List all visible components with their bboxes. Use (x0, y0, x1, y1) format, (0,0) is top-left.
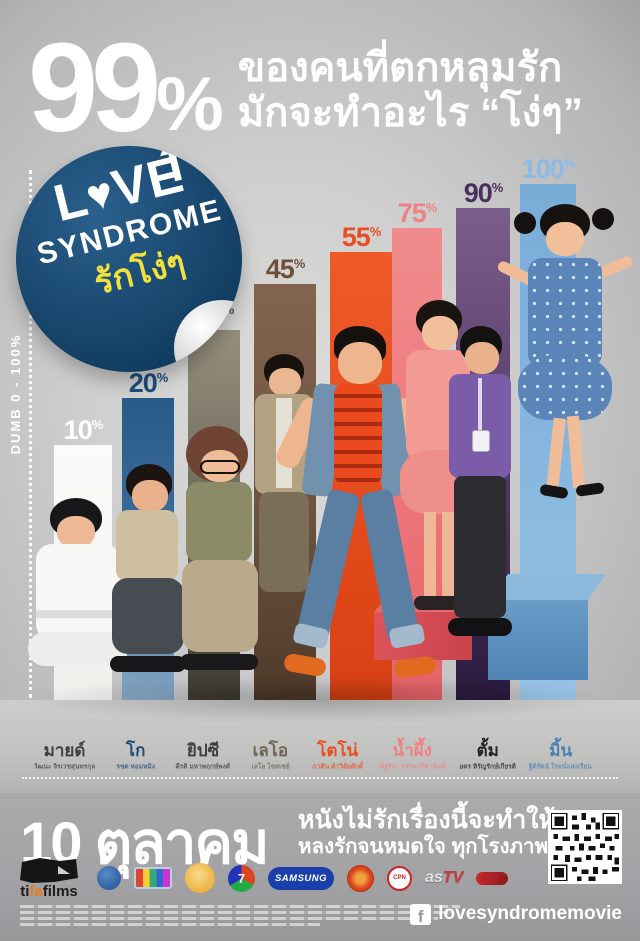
leo-face (269, 368, 301, 396)
billing-credits-text (20, 905, 462, 929)
leo-pants (259, 492, 309, 592)
sponsor-channel7-logo: 7 (228, 864, 255, 892)
sponsor-sun-logo (185, 863, 215, 893)
person-gypsy (172, 426, 268, 702)
mind-gi (36, 544, 120, 640)
sponsor-red-logo (476, 871, 509, 885)
axis-label: DUMB 0 - 100% (8, 333, 23, 455)
tono-jeans-left (295, 488, 361, 644)
min-pigtail-left (514, 212, 536, 234)
headline: 99 % ของคนที่ตกหลุมรัก มักจะทำอะไร “โง่ๆ… (28, 17, 583, 158)
tum-shoes (448, 618, 512, 636)
sponsor-filmstrip-logo (134, 867, 172, 889)
gypsy-shoes (180, 654, 258, 670)
tum-lanyard (478, 378, 482, 432)
dotted-separator (22, 777, 618, 779)
axis-dotted-line (29, 170, 32, 698)
cast-min: มิ้น ฐิติรัตน์ โรจน์แสงเรียน (529, 741, 593, 770)
mind-belt (36, 610, 120, 618)
go-shirt (116, 510, 178, 582)
numphueng-leg-right (442, 512, 454, 598)
qr-code (548, 810, 622, 884)
bar-label-45: 45% (265, 254, 306, 284)
bar-label-90: 90% (463, 178, 504, 208)
tum-pants (454, 476, 506, 618)
tono-face (338, 342, 382, 384)
blue-cube-top (488, 574, 606, 600)
sponsor-row: tifafilms 7 SAMSUNG CPN asTV (20, 856, 620, 900)
gypsy-face (201, 450, 239, 482)
sponsor-emblem-logo (97, 866, 121, 890)
tono-shoe-right (392, 655, 438, 679)
cast-tono: โตโน่ ภาคิน คำวิลัยศักดิ์ (312, 741, 364, 770)
bar-label-55: 55% (341, 222, 382, 252)
tono-shoe-left (282, 652, 328, 678)
headline-line1: ของคนที่ตกหลุมรัก (237, 45, 563, 90)
person-go (102, 464, 194, 702)
headline-percent-sign: % (156, 61, 224, 147)
facebook-icon: f (410, 903, 432, 925)
title-love: L♥VE (16, 146, 235, 242)
min-face (546, 222, 584, 256)
group-shadow (22, 676, 606, 722)
tum-id-badge (472, 430, 490, 452)
min-skirt (518, 354, 612, 420)
title-badge: L♥VE SYNDROME รักโง่ๆ (16, 146, 242, 372)
numphueng-face (422, 316, 458, 350)
gypsy-glasses (200, 460, 240, 474)
sponsor-astv-logo: asTV (425, 869, 464, 886)
mind-face (57, 516, 95, 548)
min-leg-right (566, 415, 586, 489)
tagline-line2: หลงรักจนหมดใจ ทุกโรงภาพยนตร์ (298, 834, 599, 858)
bar-label-100: 100% (521, 154, 576, 184)
cast-mind: มายด์ วัฒนะ จิรเวชสุนทรกุล (33, 741, 96, 770)
headline-thai-lines: ของคนที่ตกหลุมรัก มักจะทำอะไร “โง่ๆ” (238, 46, 583, 136)
title-badge-text: L♥VE SYNDROME รักโง่ๆ (16, 146, 242, 323)
tono-striped-tee (334, 384, 382, 484)
cast-leo: เลโอ เลโอ โซสเซย์ (251, 741, 290, 770)
min-shoe-right (575, 482, 605, 497)
tum-face (465, 342, 499, 374)
go-face (132, 480, 168, 512)
tifa-films-wordmark: tifafilms (20, 882, 78, 900)
facebook-handle: f lovesyndromemovie (410, 903, 622, 925)
arrow-up-icon (160, 146, 184, 182)
bar-label-20: 20% (128, 368, 169, 398)
sponsor-seal-logo (347, 864, 374, 892)
gypsy-pants (182, 560, 258, 652)
cast-gypsy: ยิปซี คีรติ มหาพฤกษ์พงศ์ (175, 741, 231, 770)
gypsy-shirt (186, 482, 252, 562)
sponsor-samsung-logo: SAMSUNG (268, 866, 334, 890)
facebook-handle-text: lovesyndromemovie (438, 903, 622, 924)
cast-numphueng: น้ำผึ้ง ณัฐริกา ธรรมปรีดานันท์ (378, 741, 446, 770)
tifa-films-logo-icon (20, 857, 78, 883)
min-shoe-left (539, 483, 569, 500)
bar-label-10: 10% (63, 415, 104, 445)
person-tum (436, 326, 524, 666)
headline-99: 99 (28, 17, 161, 158)
cast-go: โก รชต หอมหมิง (116, 741, 155, 770)
person-tono (272, 326, 444, 708)
sponsor-cpn-logo: CPN (387, 865, 412, 891)
studio-tifa-films: tifafilms (20, 857, 78, 900)
bar-label-75: 75% (397, 198, 438, 228)
go-shoes (110, 656, 186, 672)
sticker-peel (174, 300, 242, 372)
min-dress (528, 258, 602, 368)
cast-tum: ตั้ม อคร หิรัญรักษ์เกียรติ (459, 741, 517, 770)
headline-line2: มักจะทำอะไร “โง่ๆ” (237, 90, 583, 135)
min-pigtail-right (592, 208, 614, 230)
tagline: หนังไม่รักเรื่องนี้จะทำให้คุณ หลงรักจนหม… (298, 806, 598, 858)
numphueng-leg-left (424, 512, 436, 598)
min-leg-left (546, 417, 566, 491)
tagline-line1: หนังไม่รักเรื่องนี้จะทำให้คุณ (298, 806, 595, 834)
cast-row: มายด์ วัฒนะ จิรเวชสุนทรกุล โก รชต หอมหมิ… (27, 741, 599, 774)
person-min (496, 204, 635, 534)
go-legs (112, 578, 184, 654)
